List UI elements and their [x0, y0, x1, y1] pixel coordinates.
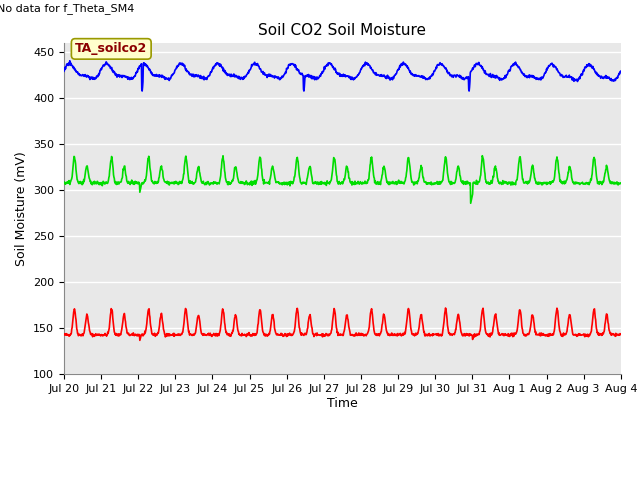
Text: No data for f_Theta_SM4: No data for f_Theta_SM4 — [0, 3, 134, 14]
Y-axis label: Soil Moisture (mV): Soil Moisture (mV) — [15, 151, 28, 266]
X-axis label: Time: Time — [327, 397, 358, 410]
Title: Soil CO2 Soil Moisture: Soil CO2 Soil Moisture — [259, 23, 426, 38]
Text: TA_soilco2: TA_soilco2 — [75, 42, 147, 55]
